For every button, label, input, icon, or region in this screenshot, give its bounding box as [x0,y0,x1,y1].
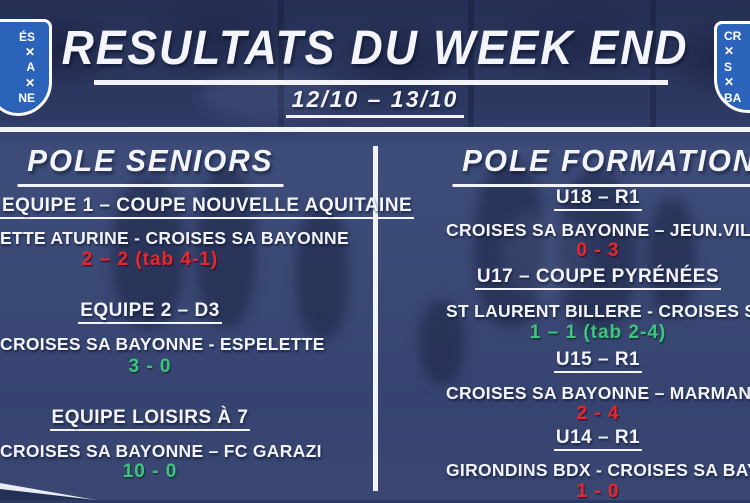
cross-icon: ✕ [24,75,35,90]
cross-icon: ✕ [724,75,735,90]
competition-label: EQUIPE 2 – D3 [0,300,300,324]
crest-text-fragment: CR [724,29,742,44]
score-line: 10 - 0 [122,461,178,482]
header: RESULTATS DU WEEK END [0,18,750,78]
club-crest-left: ÉS ✕ A ✕ NE [0,19,52,116]
column-divider [373,146,378,491]
date-range: 12/10 – 13/10 [285,86,465,118]
fixture-line: GIRONDINS BDX - CROISES SA BAYO [446,460,750,480]
competition-label: U18 – R1 [446,187,750,211]
page-title: RESULTATS DU WEEK END [61,21,689,75]
fixture-line: CROISES SA BAYONNE – JEUN.VILLEN [446,220,750,240]
crest-text-fragment: ÉS [18,29,35,44]
ribbon-corner [0,489,96,500]
competition-label: EQUIPE LOISIRS À 7 [0,407,300,431]
club-crest-right: CR ✕ S ✕ BA [714,21,750,113]
header-divider [0,127,750,132]
score-line: 2 – 2 (tab 4-1) [81,249,219,270]
date-row: 12/10 – 13/10 [0,86,750,118]
cross-icon: ✕ [724,44,735,59]
competition-label: U15 – R1 [446,349,750,373]
cross-icon: ✕ [24,44,35,59]
competition-label: U14 – R1 [446,427,750,451]
fixture-line: CROISES SA BAYONNE - ESPELETTE [0,334,325,354]
crest-text-fragment: BA [724,90,742,105]
crest-text-fragment: NE [18,91,35,106]
score-line: 3 - 0 [128,356,172,377]
fixture-line: CROISES SA BAYONNE – FC GARAZI [0,441,322,461]
title-underline [94,80,668,85]
score-line: 1 - 0 [576,481,620,502]
player-silhouette [296,205,348,340]
section-title-formation: POLE FORMATION [446,143,750,187]
fixture-line: ETTE ATURINE - CROISES SA BAYONNE [0,228,349,248]
section-title-seniors: POLE SENIORS [0,143,300,187]
competition-label: U17 – COUPE PYRÉNÉES [446,266,750,290]
score-line: 1 – 1 (tab 2-4) [529,322,667,343]
score-line: 0 - 3 [576,240,620,261]
competition-label: EQUIPE 1 – COUPE NOUVELLE AQUITAINE [0,195,415,219]
fixture-line: CROISES SA BAYONNE – MARMAN [446,383,750,403]
score-line: 2 - 4 [576,403,620,424]
crest-text-fragment: S [724,59,733,74]
crest-text-fragment: A [26,60,35,75]
fixture-line: ST LAURENT BILLERE - CROISES SA BAY [446,301,750,321]
